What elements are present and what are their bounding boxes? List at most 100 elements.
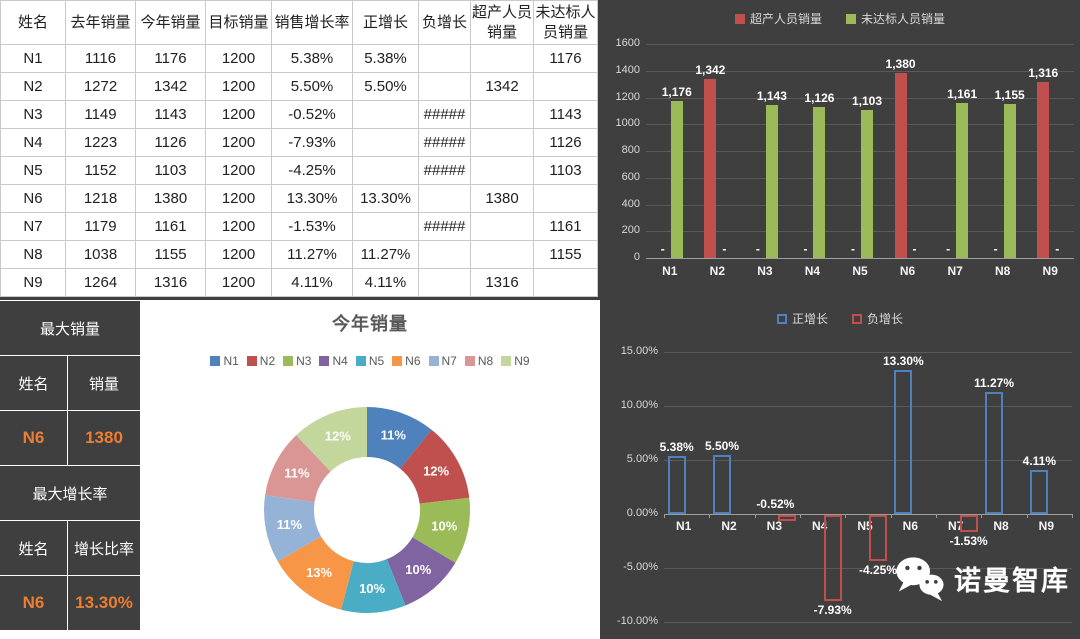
table-cell[interactable]: 1200 — [205, 156, 272, 185]
table-cell[interactable]: N3 — [0, 100, 66, 129]
table-cell[interactable]: N1 — [0, 44, 66, 73]
table-cell[interactable]: 1155 — [533, 240, 598, 269]
table-cell[interactable]: 5.50% — [352, 72, 419, 101]
table-cell[interactable]: 1155 — [135, 240, 206, 269]
table-cell[interactable]: 1380 — [470, 184, 534, 213]
table-cell[interactable]: 1126 — [135, 128, 206, 157]
table-cell[interactable]: 1103 — [533, 156, 598, 185]
table-cell[interactable]: 1218 — [65, 184, 136, 213]
max-growth-title-cell[interactable]: 最大增长率 — [0, 466, 140, 521]
table-cell[interactable]: N4 — [0, 128, 66, 157]
table-cell[interactable]: 1200 — [205, 72, 272, 101]
column-header[interactable]: 超产人员销量 — [470, 0, 534, 45]
table-cell[interactable]: 1152 — [65, 156, 136, 185]
table-cell[interactable]: 1143 — [135, 100, 206, 129]
table-cell[interactable] — [470, 100, 534, 129]
table-cell[interactable]: 1116 — [65, 44, 136, 73]
table-cell[interactable]: N5 — [0, 156, 66, 185]
table-cell[interactable]: 1200 — [205, 212, 272, 241]
table-cell[interactable]: 5.50% — [271, 72, 353, 101]
table-cell[interactable]: 4.11% — [271, 268, 353, 297]
table-cell[interactable]: N8 — [0, 240, 66, 269]
table-cell[interactable]: ##### — [418, 128, 471, 157]
sales-bar-chart[interactable]: 超产人员销量 未达标人员销量 0 200 400 600 800 1000 1200 1400 16… — [600, 0, 1080, 297]
table-cell[interactable]: 1038 — [65, 240, 136, 269]
column-header[interactable]: 去年销量 — [65, 0, 136, 45]
table-cell[interactable] — [352, 100, 419, 129]
table-cell[interactable] — [533, 184, 598, 213]
table-cell[interactable]: 1200 — [205, 184, 272, 213]
table-cell[interactable]: 1200 — [205, 268, 272, 297]
name-header-cell-2[interactable]: 姓名 — [0, 521, 68, 575]
table-cell[interactable]: 1161 — [533, 212, 598, 241]
table-cell[interactable]: 13.30% — [352, 184, 419, 213]
table-cell[interactable]: N7 — [0, 212, 66, 241]
table-cell[interactable]: 1223 — [65, 128, 136, 157]
table-cell[interactable]: 1200 — [205, 100, 272, 129]
max-sales-name-cell[interactable]: N6 — [0, 411, 68, 465]
donut-chart-panel[interactable]: 今年销量 N1 N2 N3 N4 N5 N6 N7 N8 N9 11% 12% 10% 10% 10% 1… — [140, 300, 600, 639]
table-cell[interactable] — [418, 240, 471, 269]
column-header[interactable]: 姓名 — [0, 0, 66, 45]
table-cell[interactable]: 1149 — [65, 100, 136, 129]
table-cell[interactable]: 1176 — [533, 44, 598, 73]
table-cell[interactable]: 1316 — [470, 268, 534, 297]
column-header[interactable]: 今年销量 — [135, 0, 206, 45]
column-header[interactable]: 负增长 — [418, 0, 471, 45]
sales-table[interactable]: 姓名 去年销量 今年销量 目标销量 销售增长率 正增长 负增长 超产人员销量 未达标人员销量 N1… — [0, 0, 598, 297]
table-cell[interactable]: 4.11% — [352, 268, 419, 297]
table-cell[interactable]: -0.52% — [271, 100, 353, 129]
column-header[interactable]: 目标销量 — [205, 0, 272, 45]
table-cell[interactable]: ##### — [418, 212, 471, 241]
table-cell[interactable]: ##### — [418, 156, 471, 185]
table-cell[interactable]: 1316 — [135, 268, 206, 297]
table-cell[interactable]: -4.25% — [271, 156, 353, 185]
table-cell[interactable]: -7.93% — [271, 128, 353, 157]
table-cell[interactable]: 1143 — [533, 100, 598, 129]
column-header[interactable]: 销售增长率 — [271, 0, 353, 45]
sales-header-cell[interactable]: 销量 — [88, 375, 119, 393]
table-cell[interactable]: -1.53% — [271, 212, 353, 241]
table-cell[interactable] — [470, 212, 534, 241]
max-sales-value-cell[interactable]: 1380 — [85, 428, 123, 447]
growth-bar-chart[interactable]: 正增长 负增长 15.00% 10.00% 5.00% 0.00% -5.00% -10.00… — [600, 300, 1080, 639]
table-cell[interactable]: 1380 — [135, 184, 206, 213]
table-cell[interactable]: 1176 — [135, 44, 206, 73]
table-cell[interactable] — [352, 128, 419, 157]
table-cell[interactable]: 1126 — [533, 128, 598, 157]
table-cell[interactable]: N9 — [0, 268, 66, 297]
table-cell[interactable] — [470, 240, 534, 269]
table-cell[interactable]: 1200 — [205, 240, 272, 269]
table-cell[interactable] — [352, 156, 419, 185]
table-cell[interactable]: 1272 — [65, 72, 136, 101]
table-cell[interactable]: 1179 — [65, 212, 136, 241]
max-growth-name-cell[interactable]: N6 — [0, 576, 68, 630]
column-header[interactable]: 未达标人员销量 — [533, 0, 598, 45]
table-cell[interactable] — [533, 72, 598, 101]
table-cell[interactable] — [533, 268, 598, 297]
table-cell[interactable]: 1342 — [470, 72, 534, 101]
table-cell[interactable]: 13.30% — [271, 184, 353, 213]
table-cell[interactable] — [470, 128, 534, 157]
table-cell[interactable] — [352, 212, 419, 241]
table-cell[interactable]: 1200 — [205, 128, 272, 157]
max-growth-value-cell[interactable]: 13.30% — [75, 593, 133, 612]
table-cell[interactable] — [470, 156, 534, 185]
name-header-cell[interactable]: 姓名 — [0, 356, 68, 410]
table-cell[interactable]: ##### — [418, 100, 471, 129]
table-cell[interactable]: N6 — [0, 184, 66, 213]
table-cell[interactable] — [418, 268, 471, 297]
table-cell[interactable]: N2 — [0, 72, 66, 101]
table-cell[interactable] — [470, 44, 534, 73]
table-cell[interactable]: 1200 — [205, 44, 272, 73]
table-cell[interactable] — [418, 44, 471, 73]
max-sales-title-cell[interactable]: 最大销量 — [0, 301, 140, 356]
table-cell[interactable]: 11.27% — [271, 240, 353, 269]
table-cell[interactable] — [418, 72, 471, 101]
column-header[interactable]: 正增长 — [352, 0, 419, 45]
table-cell[interactable]: 1103 — [135, 156, 206, 185]
table-cell[interactable]: 1342 — [135, 72, 206, 101]
table-cell[interactable]: 5.38% — [271, 44, 353, 73]
table-cell[interactable] — [418, 184, 471, 213]
table-cell[interactable]: 5.38% — [352, 44, 419, 73]
